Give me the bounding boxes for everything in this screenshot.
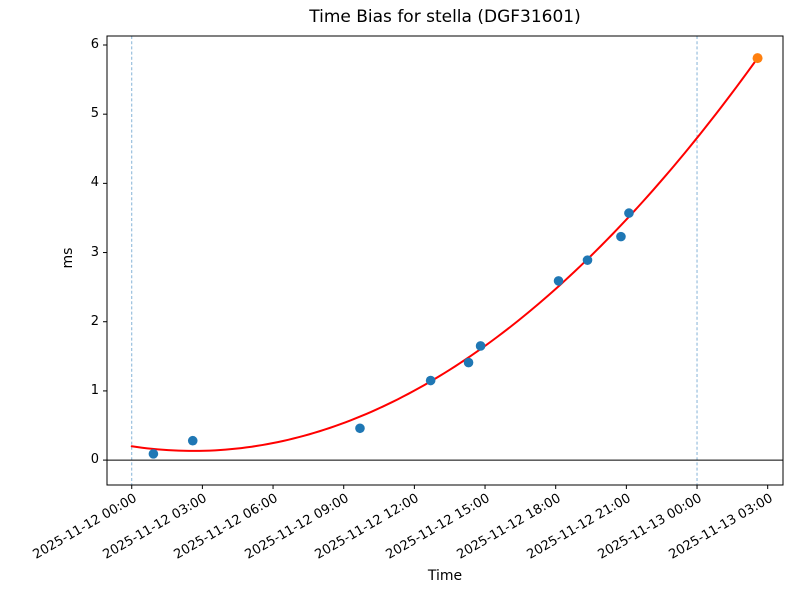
latest-data-point <box>752 53 763 64</box>
data-point <box>425 375 436 386</box>
chart-title: Time Bias for stella (DGF31601) <box>309 7 581 27</box>
data-point <box>355 423 365 434</box>
y-tick-label: 4 <box>90 175 99 191</box>
data-point <box>582 255 593 265</box>
data-point <box>616 231 626 242</box>
data-point <box>624 208 634 218</box>
y-tick-label: 0 <box>90 452 99 468</box>
data-point <box>475 341 486 351</box>
y-tick-label: 3 <box>90 244 99 260</box>
data-point <box>148 449 159 459</box>
y-tick-label: 1 <box>90 382 99 398</box>
x-axis-label: Time <box>427 568 463 584</box>
plot-border <box>106 35 784 486</box>
y-tick-label: 6 <box>90 36 99 52</box>
fit-curve <box>130 57 759 452</box>
data-point <box>463 357 474 368</box>
y-tick-label: 2 <box>90 313 99 329</box>
data-point <box>553 276 564 286</box>
y-tick-label: 5 <box>90 106 99 122</box>
data-point <box>187 435 198 446</box>
